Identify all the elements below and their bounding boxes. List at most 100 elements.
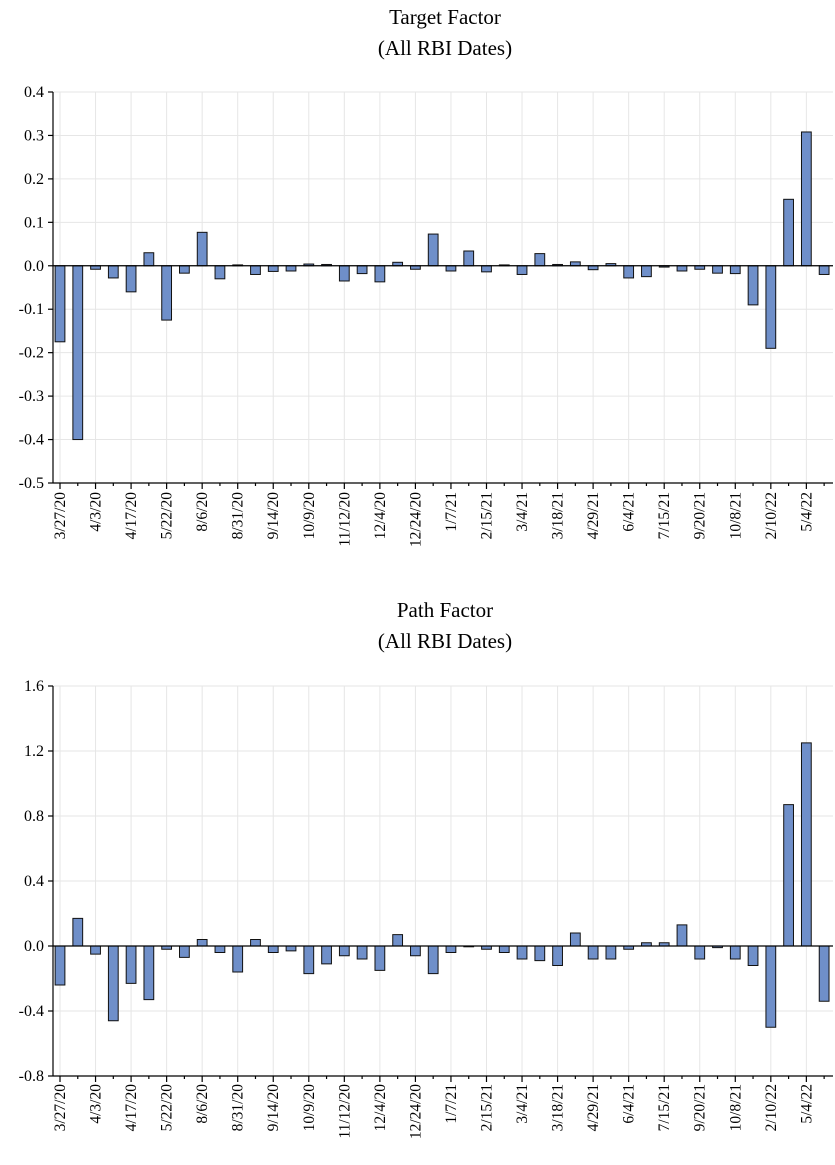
- bar: [250, 939, 261, 947]
- bar: [267, 265, 279, 272]
- x-tick-label: 8/31/20: [230, 1084, 247, 1132]
- x-tick-label: 6/4/21: [621, 1084, 638, 1124]
- bar: [285, 945, 297, 952]
- bar: [765, 945, 777, 1028]
- chart-title: Target Factor: [389, 5, 501, 29]
- bar: [552, 945, 563, 966]
- bar: [516, 265, 528, 275]
- y-tick-label: -0.1: [19, 301, 44, 318]
- bar: [303, 945, 315, 975]
- bar: [267, 945, 279, 953]
- y-tick-label: -0.4: [19, 1003, 44, 1020]
- x-tick-label: 10/9/20: [301, 492, 318, 540]
- x-tick-label: 4/17/20: [123, 492, 140, 540]
- x-tick-label: 7/15/21: [656, 1084, 673, 1131]
- bar: [765, 265, 777, 349]
- y-tick-label: 0.8: [24, 808, 44, 825]
- x-tick-label: 11/12/20: [336, 492, 353, 547]
- bar: [356, 265, 368, 275]
- bar: [729, 945, 741, 960]
- bar: [125, 265, 137, 293]
- x-tick-label: 5/4/22: [798, 492, 815, 532]
- x-tick-label: 2/10/22: [763, 492, 780, 539]
- y-tick-label: 1.6: [24, 678, 44, 695]
- bar: [694, 945, 706, 960]
- bar: [800, 742, 812, 947]
- chart-1: Target Factor (All RBI Dates) 0.4 0.3 0.2 0.1…: [19, 5, 833, 547]
- bar: [356, 945, 368, 960]
- bar: [481, 265, 492, 273]
- bar: [676, 924, 688, 947]
- bar: [338, 265, 350, 282]
- bar: [641, 265, 652, 278]
- y-tick-label: 0.0: [24, 938, 44, 955]
- bar: [196, 939, 208, 947]
- y-tick-label: 0.4: [24, 84, 44, 101]
- bar: [587, 945, 599, 960]
- x-tick-label: 2/15/21: [478, 1084, 495, 1131]
- bar: [392, 934, 404, 947]
- bar: [623, 265, 635, 279]
- y-tick-label: -0.4: [19, 432, 44, 449]
- y-tick-label: 1.2: [24, 743, 44, 760]
- bar: [712, 265, 723, 274]
- y-tick-label: -0.5: [19, 475, 44, 492]
- bar: [676, 265, 688, 272]
- bar: [747, 265, 759, 306]
- chart-2: Path Factor (All RBI Dates) 1.6 1.2 0.8 0.4 0.…: [19, 598, 833, 1139]
- bar: [410, 945, 421, 957]
- bar: [161, 265, 173, 321]
- bar: [516, 945, 528, 960]
- x-tick-label: 3/18/21: [550, 1084, 567, 1131]
- x-tick-label: 2/15/21: [478, 492, 495, 539]
- bar: [54, 265, 66, 343]
- chart-subtitle: (All RBI Dates): [378, 36, 512, 60]
- bar: [427, 233, 439, 267]
- bar: [463, 250, 475, 267]
- bar: [729, 265, 741, 275]
- x-tick-label: 2/10/22: [763, 1084, 780, 1131]
- bar: [143, 252, 155, 267]
- x-tick-label: 4/29/21: [585, 1084, 602, 1131]
- bar: [196, 231, 208, 267]
- x-tick-label: 5/22/20: [159, 492, 176, 540]
- x-tick-label: 9/20/21: [692, 1084, 709, 1131]
- x-tick-label: 8/6/20: [194, 1084, 211, 1124]
- x-tick-label: 1/7/21: [443, 492, 460, 532]
- bar: [90, 945, 101, 955]
- bar: [72, 917, 84, 947]
- bar: [569, 932, 581, 947]
- bar: [179, 945, 190, 958]
- bar: [72, 265, 84, 441]
- x-tick-label: 4/29/21: [585, 492, 602, 539]
- x-tick-label: 3/4/21: [514, 1084, 531, 1124]
- bar: [374, 265, 386, 283]
- x-tick-label: 3/4/21: [514, 492, 531, 532]
- bar: [605, 945, 617, 960]
- y-tick-label: -0.8: [19, 1068, 44, 1085]
- bar: [107, 945, 119, 1022]
- bar: [427, 945, 439, 975]
- bar: [445, 945, 457, 953]
- x-tick-label: 4/17/20: [123, 1084, 140, 1132]
- bar: [232, 945, 244, 973]
- x-tick-label: 9/14/20: [265, 1084, 282, 1132]
- x-tick-label: 10/8/21: [727, 1084, 744, 1131]
- bar: [800, 131, 812, 267]
- bar: [143, 945, 155, 1001]
- bar: [107, 265, 119, 279]
- x-tick-label: 5/4/22: [798, 1084, 815, 1124]
- chart-subtitle: (All RBI Dates): [378, 629, 512, 653]
- x-tick-label: 8/31/20: [230, 492, 247, 540]
- x-tick-label: 8/6/20: [194, 492, 211, 532]
- x-tick-label: 11/12/20: [336, 1084, 353, 1139]
- bar: [214, 265, 226, 280]
- x-tick-label: 12/4/20: [372, 492, 389, 540]
- bar: [783, 804, 794, 947]
- bar: [214, 945, 226, 953]
- x-tick-label: 1/7/21: [443, 1084, 460, 1124]
- bar: [250, 265, 261, 275]
- x-tick-label: 4/3/20: [88, 1084, 105, 1124]
